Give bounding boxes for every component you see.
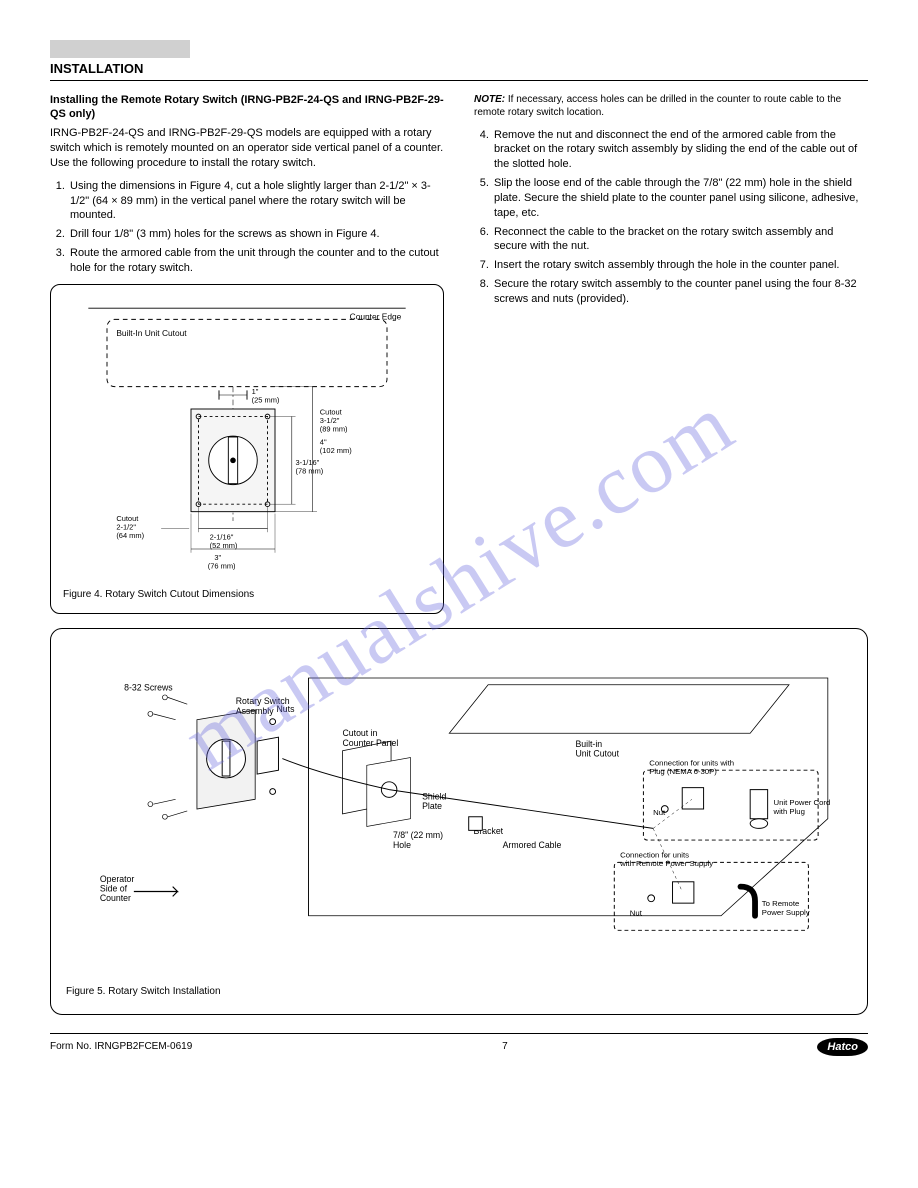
step-3: Route the armored cable from the unit th… [68,246,444,276]
step-4: Remove the nut and disconnect the end of… [492,128,868,173]
svg-text:4"(102 mm): 4"(102 mm) [320,437,352,454]
svg-text:Nut: Nut [630,909,643,918]
section-heading: INSTALLATION [50,60,868,81]
svg-text:Cutout3-1/2"(89 mm): Cutout3-1/2"(89 mm) [320,407,348,433]
fig1-counter-edge-label: Counter Edge [350,311,402,321]
right-column: NOTE: If necessary, access holes can be … [474,93,868,615]
svg-text:Connection for unitswith Remot: Connection for unitswith Remote Power Su… [619,851,713,869]
svg-text:3"(76 mm): 3"(76 mm) [208,553,236,570]
note-paragraph: NOTE: If necessary, access holes can be … [474,93,868,120]
fig2-screws-label: 8-32 Screws [124,683,173,693]
step-6: Reconnect the cable to the bracket on th… [492,225,868,255]
step-2: Drill four 1/8" (3 mm) holes for the scr… [68,227,444,242]
subsection-heading: Installing the Remote Rotary Switch (IRN… [50,93,444,123]
footer-page-number: 7 [502,1040,508,1054]
svg-text:ShieldPlate: ShieldPlate [422,791,446,811]
step-7: Insert the rotary switch assembly throug… [492,258,868,273]
brand-logo: Hatco [817,1038,868,1057]
fig2-unit-cutout: Built-inUnit Cutout [575,739,619,759]
fig2-cable-label: Armored Cable [503,840,562,850]
figure-1-caption: Figure 4. Rotary Switch Cutout Dimension… [63,588,431,602]
svg-text:Connection for units withPlug: Connection for units withPlug (NEMA 6-30… [649,758,734,776]
fig2-cutout-label: Cutout inCounter Panel [343,728,399,748]
svg-text:Cutout2-1/2"(64 mm): Cutout2-1/2"(64 mm) [116,514,144,540]
content-columns: Installing the Remote Rotary Switch (IRN… [50,93,868,615]
svg-text:7/8" (22 mm)Hole: 7/8" (22 mm)Hole [393,830,443,850]
fig1-hole-h: 3-1/16"(78 mm) [296,458,324,475]
svg-text:Unit Power Cordwith Plug: Unit Power Cordwith Plug [772,798,830,816]
intro-paragraph: IRNG-PB2F-24-QS and IRNG-PB2F-29-QS mode… [50,126,444,171]
page: manualshive.com INSTALLATION Installing … [0,0,918,1188]
step-8: Secure the rotary switch assembly to the… [492,277,868,307]
header-accent-bar [50,40,190,58]
fig1-gap-label: 1"(25 mm) [252,387,280,404]
install-steps-right: Remove the nut and disconnect the end of… [474,128,868,307]
install-steps-left: Using the dimensions in Figure 4, cut a … [50,179,444,276]
figure-2-caption: Figure 5. Rotary Switch Installation [66,985,852,999]
figure-1-box: Counter Edge Built-In Unit Cutout 1"(25 … [50,284,444,614]
page-footer: Form No. IRNGPB2FCEM-0619 7 Hatco [50,1033,868,1057]
figure-2-box: Built-inUnit Cutout Cutout inCounter Pan… [50,628,868,1014]
svg-text:OperatorSide ofCounter: OperatorSide ofCounter [100,874,135,903]
step-5: Slip the loose end of the cable through … [492,176,868,221]
step-1: Using the dimensions in Figure 4, cut a … [68,179,444,224]
fig1-unit-label: Built-In Unit Cutout [116,328,187,338]
note-text: If necessary, access holes can be drille… [474,94,841,119]
left-column: Installing the Remote Rotary Switch (IRN… [50,93,444,615]
fig2-nuts-label: Nuts [277,704,296,714]
figure-1-svg: Counter Edge Built-In Unit Cutout 1"(25 … [63,297,431,577]
svg-text:2-1/16"(52 mm): 2-1/16"(52 mm) [210,532,238,549]
svg-text:To RemotePower Supply: To RemotePower Supply [762,899,810,917]
figure-2-svg: Built-inUnit Cutout Cutout inCounter Pan… [66,644,852,974]
note-label: NOTE: [474,94,508,105]
footer-form-number: Form No. IRNGPB2FCEM-0619 [50,1040,192,1054]
